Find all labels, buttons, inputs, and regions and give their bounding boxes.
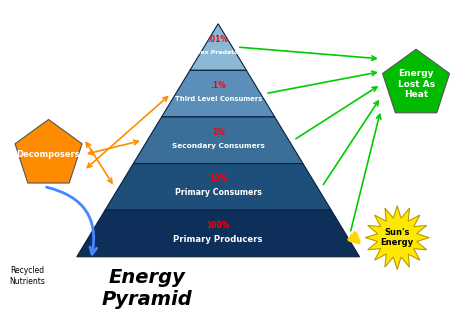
FancyArrowPatch shape [46,187,97,254]
FancyArrowPatch shape [268,71,376,93]
Text: Decomposers: Decomposers [17,150,80,159]
Text: Primary Consumers: Primary Consumers [175,188,262,197]
FancyArrowPatch shape [323,101,378,185]
Polygon shape [105,164,331,210]
Text: Primary Producers: Primary Producers [173,235,263,244]
FancyArrowPatch shape [350,233,358,242]
Polygon shape [77,210,359,257]
Text: Apex Predators: Apex Predators [191,50,245,55]
FancyArrowPatch shape [87,97,167,167]
Text: 1%: 1% [212,128,225,137]
FancyArrowPatch shape [86,143,112,183]
Text: .1%: .1% [210,81,226,90]
FancyArrowPatch shape [240,47,376,60]
Text: .01%: .01% [208,34,228,43]
FancyArrowPatch shape [296,87,377,139]
FancyArrowPatch shape [88,140,138,155]
Polygon shape [365,206,429,270]
Text: 100%: 100% [207,221,230,230]
Text: Sun's
Energy: Sun's Energy [381,228,414,247]
Text: 10%: 10% [209,175,227,183]
Text: Energy
Lost As
Heat: Energy Lost As Heat [398,70,435,99]
Polygon shape [190,24,246,70]
Polygon shape [162,70,275,117]
Polygon shape [15,119,82,183]
Polygon shape [383,49,449,113]
Text: Third Level Consumers: Third Level Consumers [174,96,262,102]
Polygon shape [133,117,303,164]
Text: Energy
Pyramid: Energy Pyramid [102,268,193,309]
Text: Secondary Consumers: Secondary Consumers [172,143,264,149]
Text: Recycled
Nutrients: Recycled Nutrients [9,266,45,286]
FancyArrowPatch shape [351,114,381,231]
